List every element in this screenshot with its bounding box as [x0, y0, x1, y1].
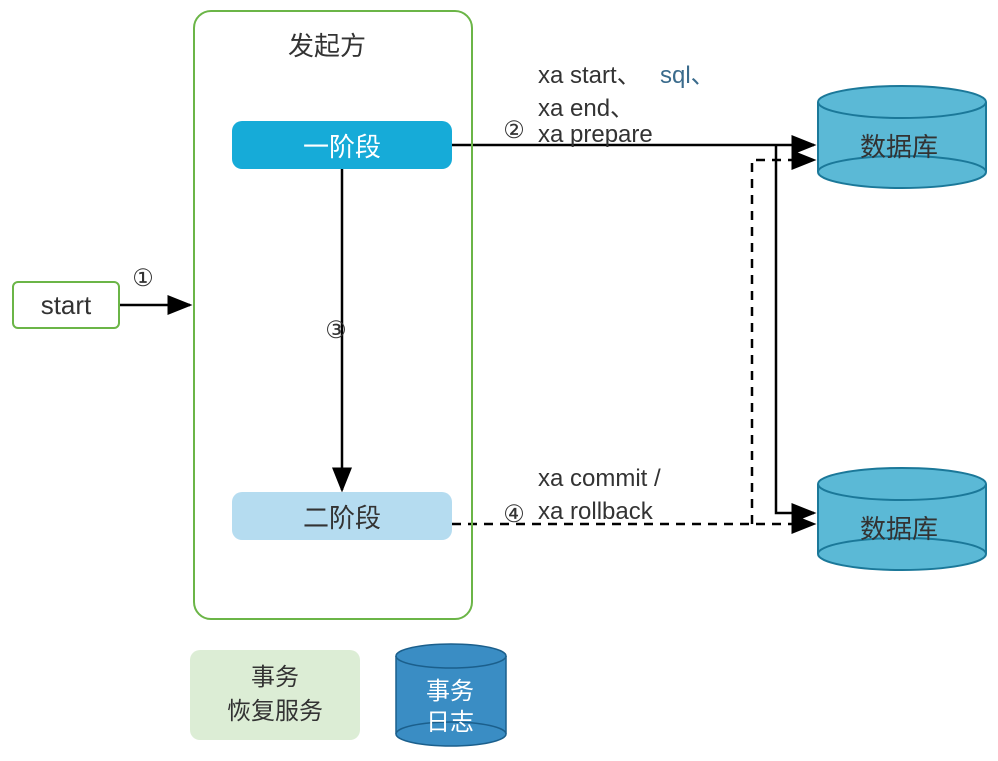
- log-label: 事务 日志: [426, 676, 474, 738]
- label-4b: xa rollback: [538, 498, 653, 526]
- label-2b: xa end、: [538, 88, 634, 123]
- log-label-1: 事务: [426, 676, 474, 707]
- label-2c: xa prepare: [538, 121, 653, 149]
- phase2-node: 二阶段: [232, 492, 452, 540]
- phase2-label: 二阶段: [303, 498, 381, 535]
- label-4a: xa commit /: [538, 465, 661, 493]
- arrow-4-branch: [752, 160, 814, 524]
- db2-label: 数据库: [860, 509, 938, 546]
- label-2a: xa start、: [538, 55, 641, 90]
- recovery-label-1: 事务: [251, 661, 299, 695]
- step-3: ③: [322, 316, 350, 344]
- recovery-label-2: 恢复服务: [227, 695, 323, 729]
- log-label-2: 日志: [426, 707, 474, 738]
- step-1: ①: [129, 264, 157, 292]
- container-title: 发起方: [288, 26, 366, 63]
- label-2a-sql: sql、: [660, 55, 715, 90]
- step-2: ②: [500, 116, 528, 144]
- diagram-svg: [0, 0, 998, 761]
- arrow-2-branch: [776, 145, 814, 513]
- start-label: start: [41, 290, 92, 321]
- phase1-label: 一阶段: [303, 127, 381, 164]
- step-4: ④: [500, 500, 528, 528]
- db1-label: 数据库: [860, 127, 938, 164]
- recovery-service-node: 事务 恢复服务: [190, 650, 360, 740]
- start-node: start: [12, 281, 120, 329]
- phase1-node: 一阶段: [232, 121, 452, 169]
